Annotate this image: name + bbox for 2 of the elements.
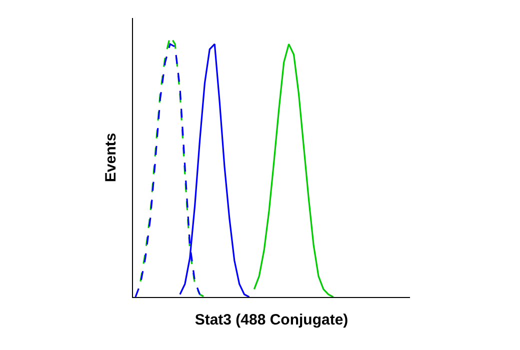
x-axis-title: Stat3 (488 Conjugate) — [194, 311, 348, 328]
y-axis-title: Events — [102, 132, 120, 182]
